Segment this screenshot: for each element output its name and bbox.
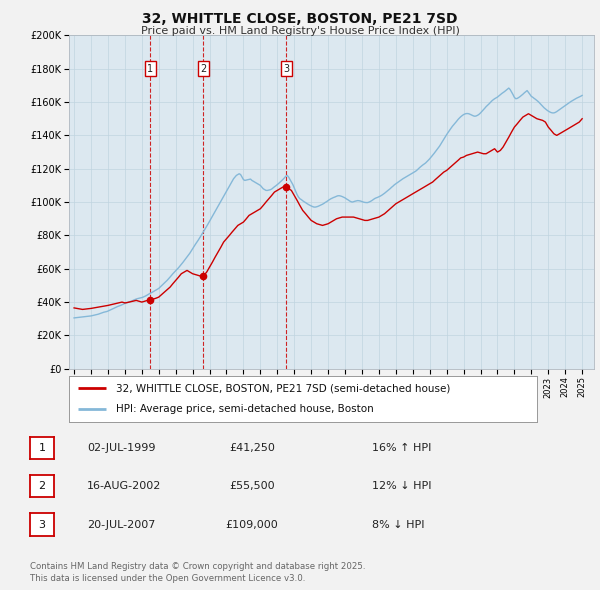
Text: Price paid vs. HM Land Registry's House Price Index (HPI): Price paid vs. HM Land Registry's House …: [140, 26, 460, 35]
Text: HPI: Average price, semi-detached house, Boston: HPI: Average price, semi-detached house,…: [116, 404, 374, 414]
Text: 16% ↑ HPI: 16% ↑ HPI: [372, 443, 431, 453]
Text: 3: 3: [283, 64, 290, 74]
Text: Contains HM Land Registry data © Crown copyright and database right 2025.
This d: Contains HM Land Registry data © Crown c…: [30, 562, 365, 583]
Text: 3: 3: [38, 520, 46, 529]
Text: 32, WHITTLE CLOSE, BOSTON, PE21 7SD (semi-detached house): 32, WHITTLE CLOSE, BOSTON, PE21 7SD (sem…: [116, 384, 450, 394]
Text: 02-JUL-1999: 02-JUL-1999: [87, 443, 155, 453]
Text: 12% ↓ HPI: 12% ↓ HPI: [372, 481, 431, 491]
Text: £55,500: £55,500: [229, 481, 275, 491]
Text: £109,000: £109,000: [226, 520, 278, 529]
Text: 16-AUG-2002: 16-AUG-2002: [87, 481, 161, 491]
Text: 32, WHITTLE CLOSE, BOSTON, PE21 7SD: 32, WHITTLE CLOSE, BOSTON, PE21 7SD: [142, 12, 458, 27]
Text: 1: 1: [147, 64, 154, 74]
Text: 1: 1: [38, 443, 46, 453]
Text: 8% ↓ HPI: 8% ↓ HPI: [372, 520, 425, 529]
Text: 20-JUL-2007: 20-JUL-2007: [87, 520, 155, 529]
Text: £41,250: £41,250: [229, 443, 275, 453]
Text: 2: 2: [38, 481, 46, 491]
Text: 2: 2: [200, 64, 206, 74]
